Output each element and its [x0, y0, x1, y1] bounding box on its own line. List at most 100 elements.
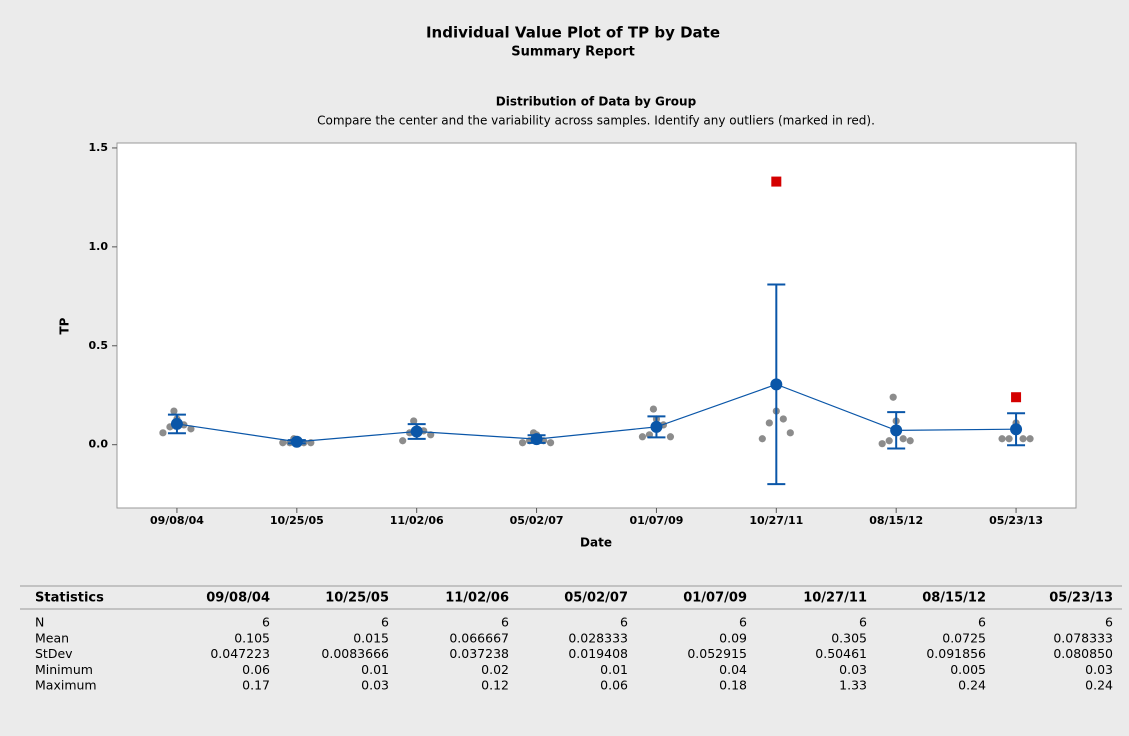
table-cell: 0.24 [1085, 678, 1113, 693]
table-cell: 0.03 [839, 662, 867, 677]
mean-point [290, 435, 303, 448]
y-tick-label: 0.5 [89, 339, 109, 352]
table-cell: 0.0725 [942, 630, 986, 645]
data-point [758, 435, 766, 443]
table-cell: 6 [978, 615, 986, 630]
table-cell: 0.015 [353, 630, 389, 645]
table-cell: 6 [1105, 615, 1113, 630]
outlier-point [1011, 392, 1022, 403]
data-point [187, 425, 195, 433]
table-header: Statistics [35, 591, 104, 606]
table-header: 09/08/04 [206, 591, 270, 606]
data-point [1005, 435, 1013, 443]
table-cell: N [35, 615, 44, 630]
table-header: 08/15/12 [922, 591, 986, 606]
data-point [638, 433, 647, 441]
mean-point [530, 433, 543, 446]
table-header: 05/02/07 [564, 591, 628, 606]
plot-area [116, 142, 1077, 509]
table-cell: Mean [35, 630, 69, 645]
table-cell: 0.01 [361, 662, 389, 677]
report-subtitle: Summary Report [511, 45, 635, 60]
table-cell: 0.18 [719, 678, 747, 693]
panel-title: Distribution of Data by Group [496, 95, 697, 109]
data-point [1026, 435, 1034, 443]
table-cell: 0.0083666 [321, 646, 389, 661]
data-point [666, 433, 675, 441]
data-point [889, 393, 897, 401]
table-header: 05/23/13 [1049, 591, 1113, 606]
data-point [399, 437, 407, 445]
x-tick-label: 11/02/06 [390, 514, 444, 527]
data-point [279, 439, 287, 447]
table-header: 10/25/05 [325, 591, 389, 606]
x-axis-label: Date [580, 536, 612, 550]
table-cell: 6 [739, 615, 747, 630]
table-cell: 0.50461 [815, 646, 867, 661]
table-header: 01/07/09 [683, 591, 747, 606]
panel-subtitle: Compare the center and the variability a… [317, 114, 875, 128]
table-cell: 6 [262, 615, 270, 630]
table-cell: 0.06 [242, 662, 270, 677]
table-cell: Minimum [35, 662, 93, 677]
outlier-point [771, 176, 782, 187]
mean-line [176, 383, 1017, 443]
y-tick-label: 0.0 [89, 438, 109, 451]
table-cell: 0.24 [958, 678, 986, 693]
x-tick-label: 05/23/13 [989, 514, 1043, 527]
y-tick-label: 1.0 [89, 240, 109, 253]
data-point [906, 437, 914, 445]
table-header: 10/27/11 [803, 591, 867, 606]
table-cell: 0.005 [950, 662, 986, 677]
mean-point [170, 417, 183, 430]
table-cell: 6 [859, 615, 867, 630]
table-cell: Maximum [35, 678, 97, 693]
table-cell: 0.04 [719, 662, 747, 677]
table-cell: 6 [620, 615, 628, 630]
table-cell: 0.037238 [449, 646, 509, 661]
data-point [546, 439, 555, 447]
table-cell: 6 [381, 615, 389, 630]
mean-point [890, 424, 903, 437]
table-cell: 0.09 [719, 630, 747, 645]
data-point [765, 419, 773, 427]
mean-point [770, 378, 783, 391]
x-tick-label: 10/25/05 [270, 514, 324, 527]
data-point [170, 407, 178, 415]
table-cell: 0.080850 [1053, 646, 1113, 661]
table-cell: 0.305 [831, 630, 867, 645]
x-tick-label: 08/15/12 [869, 514, 923, 527]
data-point [649, 405, 658, 413]
x-tick-label: 10/27/11 [749, 514, 803, 527]
mean-point [410, 425, 423, 438]
data-point [410, 417, 418, 425]
data-point [159, 429, 167, 437]
table-cell: 1.33 [839, 678, 867, 693]
table-cell: 0.091856 [926, 646, 986, 661]
table-cell: 0.02 [481, 662, 509, 677]
table-cell: 0.078333 [1053, 630, 1113, 645]
table-cell: StDev [35, 646, 73, 661]
data-point [518, 439, 527, 447]
table-header: 11/02/06 [445, 591, 509, 606]
mean-point [1010, 423, 1023, 436]
x-tick-label: 09/08/04 [150, 514, 204, 527]
data-point [885, 437, 893, 445]
table-cell: 0.01 [600, 662, 628, 677]
data-point [899, 435, 907, 443]
table-cell: 0.105 [234, 630, 270, 645]
data-point [998, 435, 1006, 443]
table-cell: 6 [501, 615, 509, 630]
table-cell: 0.12 [481, 678, 509, 693]
table-cell: 0.03 [361, 678, 389, 693]
table-cell: 0.17 [242, 678, 270, 693]
y-tick-label: 1.5 [89, 141, 109, 154]
table-cell: 0.047223 [210, 646, 270, 661]
x-tick-label: 01/07/09 [629, 514, 683, 527]
data-point [779, 415, 787, 423]
mean-point [650, 420, 663, 433]
table-cell: 0.03 [1085, 662, 1113, 677]
data-point [878, 440, 886, 448]
table-cell: 0.028333 [568, 630, 628, 645]
